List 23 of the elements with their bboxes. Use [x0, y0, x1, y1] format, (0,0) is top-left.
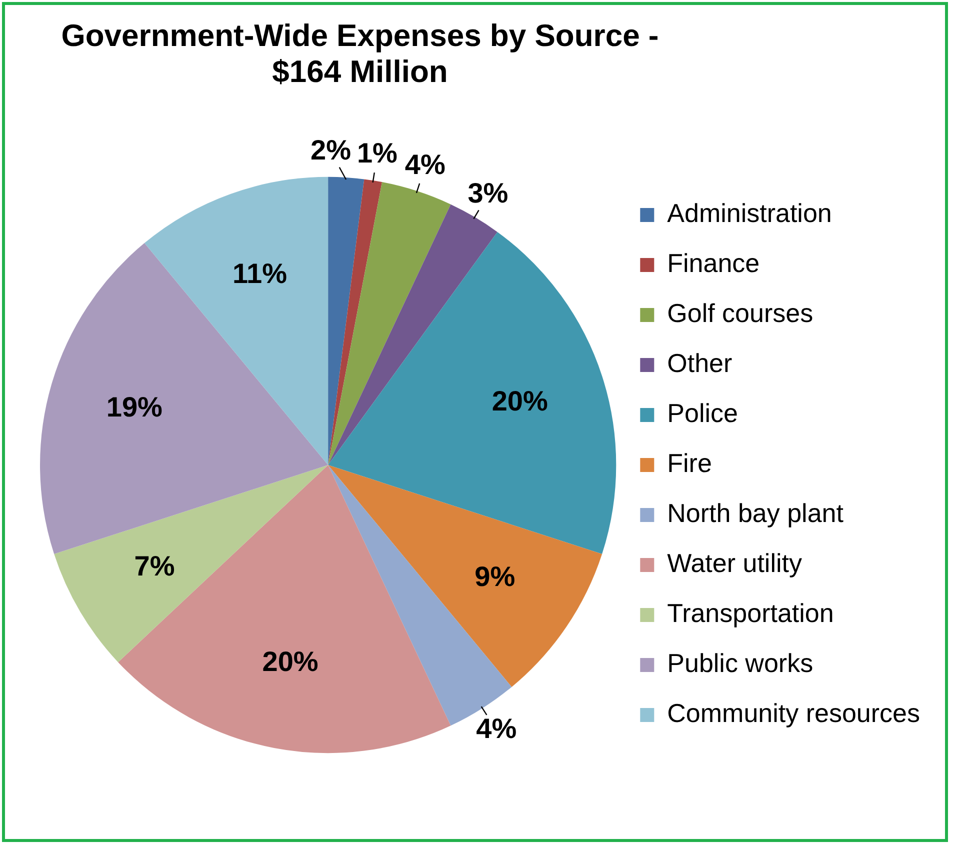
data-label: 4% — [476, 712, 517, 744]
chart-title: Government-Wide Expenses by Source - $164 Million — [60, 18, 660, 90]
data-label: 20% — [262, 646, 318, 677]
data-label: 3% — [468, 177, 508, 208]
data-label: 7% — [134, 550, 175, 582]
legend-label: Police — [667, 398, 738, 428]
data-label: 20% — [492, 385, 548, 416]
data-label: 9% — [474, 561, 516, 592]
legend-label: Transportation — [667, 598, 834, 628]
legend-label: Community resources — [667, 698, 920, 728]
data-label: 19% — [106, 391, 163, 422]
legend-label: Water utility — [667, 548, 802, 578]
legend-label: Golf courses — [667, 298, 814, 328]
data-label: 4% — [404, 149, 446, 180]
legend-label: Fire — [667, 448, 712, 478]
data-label: 1% — [356, 138, 398, 169]
data-label: 11% — [232, 258, 288, 289]
legend-label: Finance — [667, 248, 760, 278]
legend-label: North bay plant — [667, 498, 844, 528]
data-label: 2% — [310, 134, 352, 166]
legend-label: Administration — [667, 198, 832, 228]
legend-label: Public works — [667, 648, 814, 678]
legend-label: Other — [667, 348, 733, 378]
